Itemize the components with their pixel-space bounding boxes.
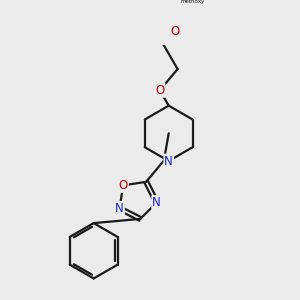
Text: N: N: [164, 154, 173, 167]
Text: N: N: [115, 202, 124, 215]
Text: N: N: [152, 196, 161, 209]
Text: methoxy: methoxy: [181, 0, 205, 4]
Text: O: O: [155, 84, 164, 97]
Text: O: O: [171, 25, 180, 38]
Text: O: O: [118, 179, 128, 192]
